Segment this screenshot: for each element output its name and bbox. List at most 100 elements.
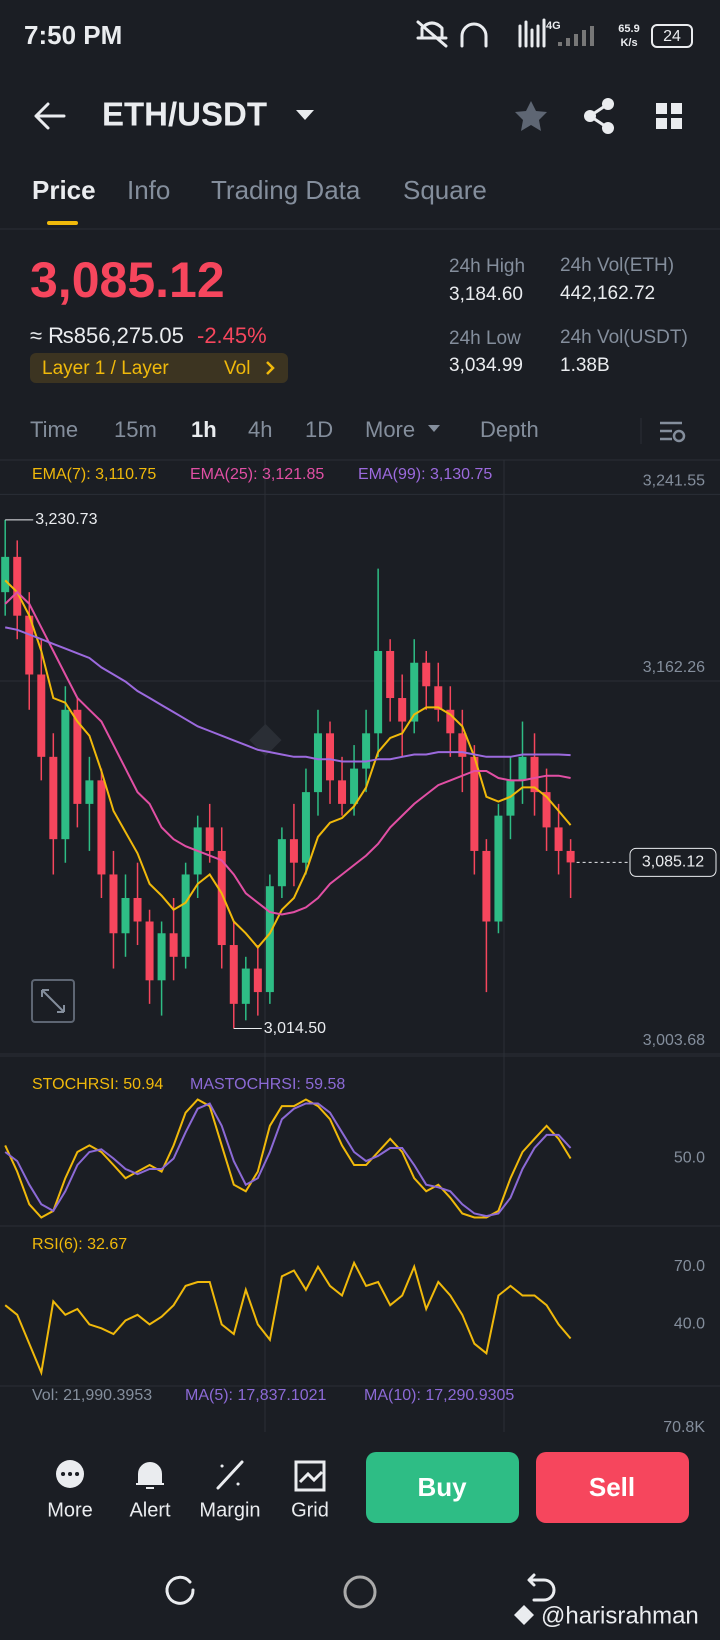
candle-body [326, 733, 335, 781]
y-tick-label: 3,162.26 [643, 659, 705, 676]
legend-entry: RSI(6): 32.67 [32, 1236, 127, 1253]
tag-arrow [266, 361, 275, 375]
toolbar-label[interactable]: Margin [199, 1499, 260, 1521]
price-change: -2.45% [197, 323, 267, 348]
nav-home[interactable] [343, 1575, 377, 1609]
mute-icon [416, 20, 448, 48]
y-tick-label: 70.0 [674, 1258, 705, 1275]
candle-body [374, 650, 383, 734]
status-time: 7:50 PM [24, 20, 122, 50]
candle-body [133, 897, 142, 922]
last-price-label: 3,085.12 [642, 854, 704, 871]
tag-label[interactable]: Layer 1 / Layer [42, 358, 169, 379]
candle-body [362, 733, 371, 769]
legend-entry: STOCHRSI: 50.94 [32, 1076, 163, 1093]
indicator-line [4, 1102, 572, 1218]
tag-label[interactable]: Vol [224, 358, 250, 379]
grid-icon[interactable] [294, 1460, 326, 1492]
candle-body [566, 850, 575, 863]
candle-body [85, 780, 94, 804]
candle-body [482, 850, 491, 922]
candle-body [386, 650, 395, 699]
share-button[interactable] [584, 98, 614, 134]
buy-label[interactable]: Buy [417, 1472, 467, 1502]
tag-chip[interactable] [30, 353, 288, 383]
alert-icon[interactable] [136, 1462, 164, 1489]
grid-menu-button[interactable] [656, 103, 682, 129]
last-price-box [629, 847, 717, 877]
battery-icon [651, 24, 693, 48]
candle-body [25, 615, 34, 675]
candle-body [494, 815, 503, 922]
interval[interactable]: 15m [114, 417, 157, 442]
buy-button[interactable] [366, 1452, 519, 1523]
vol-ma-legend: MA(5): 17,837.1021 [185, 1387, 327, 1404]
interval[interactable]: Time [30, 417, 78, 442]
nav-back[interactable] [527, 1573, 556, 1602]
pair-title[interactable]: ETH/USDT [102, 96, 267, 133]
candle-body [1, 556, 10, 593]
toolbar-label[interactable]: Alert [129, 1499, 171, 1521]
stat-label: 24h High [449, 256, 525, 277]
chart-settings[interactable] [660, 421, 682, 441]
candle-body [241, 968, 250, 1004]
sell-label[interactable]: Sell [589, 1472, 635, 1502]
candle-body [350, 768, 359, 804]
interval[interactable]: 4h [248, 417, 272, 442]
candle-body [13, 556, 22, 616]
candle-body [109, 874, 118, 934]
tab[interactable]: Square [403, 175, 487, 205]
pair-dropdown[interactable] [296, 110, 314, 120]
back-button[interactable] [34, 102, 66, 130]
candle-body [61, 709, 70, 840]
legend-entry: EMA(7): 3,110.75 [32, 466, 156, 483]
nav-recents[interactable] [165, 1575, 195, 1605]
y-tick-label: 3,003.68 [643, 1032, 705, 1049]
tab[interactable]: Price [32, 175, 96, 205]
margin-icon[interactable] [216, 1460, 244, 1490]
tab-indicator [47, 221, 78, 225]
candle-body [145, 921, 154, 981]
interval[interactable]: 1h [191, 417, 217, 442]
stat-value: 3,034.99 [449, 355, 523, 376]
interval[interactable]: 1D [305, 417, 333, 442]
legend-entry: MASTOCHRSI: 59.58 [190, 1076, 345, 1093]
indicator-line [4, 1098, 572, 1219]
toolbar-label[interactable]: More [47, 1499, 93, 1521]
fullscreen-icon [41, 989, 65, 1013]
candle-body [518, 756, 527, 781]
candle-body [157, 933, 166, 981]
extreme-label: 3,230.73 [35, 511, 97, 528]
fullscreen-button[interactable] [31, 979, 75, 1023]
y-tick-label: 3,241.55 [643, 473, 705, 490]
net-speed-unit: K/s [620, 37, 637, 49]
candle-body [506, 780, 515, 816]
legend-entry: EMA(99): 3,130.75 [358, 466, 492, 483]
candle-body [121, 897, 130, 934]
net-speed: 65.9 [618, 23, 639, 35]
candle-body [181, 874, 190, 957]
legend-entry: EMA(25): 3,121.85 [190, 466, 324, 483]
candle-body [530, 756, 539, 793]
candle-body [277, 839, 286, 887]
candle-body [470, 756, 479, 851]
stat-label: 24h Vol(ETH) [560, 255, 674, 276]
interval[interactable]: More [365, 417, 415, 442]
watermark: @harisrahman [541, 1602, 699, 1629]
candle-body [97, 780, 106, 875]
tab[interactable]: Trading Data [211, 175, 361, 205]
interval[interactable]: Depth [480, 417, 539, 442]
candle-body [289, 839, 298, 863]
watermark-icon [514, 1605, 534, 1625]
tab[interactable]: Info [127, 175, 170, 205]
network-type: 4G [546, 20, 561, 32]
candle-body [398, 698, 407, 722]
indicator-line [4, 590, 571, 916]
sell-button[interactable] [536, 1452, 689, 1523]
vol-ma-legend: MA(10): 17,290.9305 [364, 1387, 514, 1404]
toolbar-label[interactable]: Grid [291, 1499, 329, 1521]
chart-settings-gear [672, 429, 686, 443]
favorite-button[interactable] [515, 101, 547, 131]
y-tick-label: 40.0 [674, 1316, 705, 1333]
